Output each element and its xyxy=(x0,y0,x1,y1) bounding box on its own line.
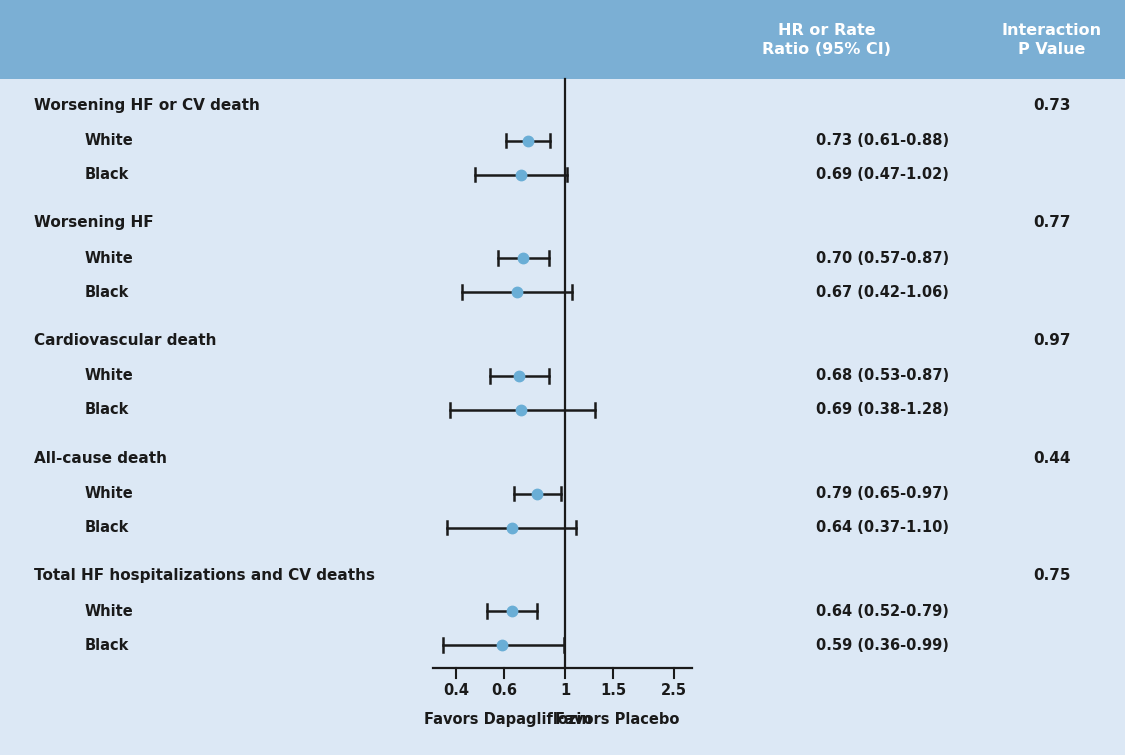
Text: 0.79 (0.65-0.97): 0.79 (0.65-0.97) xyxy=(816,486,948,501)
Text: Black: Black xyxy=(84,638,128,652)
Text: 0.6: 0.6 xyxy=(492,683,518,698)
Text: HR or Rate
Ratio (95% CI): HR or Rate Ratio (95% CI) xyxy=(763,23,891,57)
Text: 1: 1 xyxy=(560,683,570,698)
Text: Cardiovascular death: Cardiovascular death xyxy=(34,333,216,348)
Text: White: White xyxy=(84,368,133,384)
Text: White: White xyxy=(84,251,133,266)
Text: 0.64 (0.52-0.79): 0.64 (0.52-0.79) xyxy=(816,603,948,618)
Text: 0.64 (0.37-1.10): 0.64 (0.37-1.10) xyxy=(816,520,948,535)
Text: Black: Black xyxy=(84,167,128,182)
FancyBboxPatch shape xyxy=(0,0,1125,79)
Text: White: White xyxy=(84,603,133,618)
Text: 0.73: 0.73 xyxy=(1033,97,1071,112)
Text: 0.4: 0.4 xyxy=(443,683,469,698)
Text: Worsening HF or CV death: Worsening HF or CV death xyxy=(34,97,260,112)
Text: 0.69 (0.38-1.28): 0.69 (0.38-1.28) xyxy=(816,402,948,418)
Text: Favors Dapagliflozin: Favors Dapagliflozin xyxy=(424,712,592,727)
Text: 0.68 (0.53-0.87): 0.68 (0.53-0.87) xyxy=(816,368,948,384)
Text: Black: Black xyxy=(84,520,128,535)
Text: Total HF hospitalizations and CV deaths: Total HF hospitalizations and CV deaths xyxy=(34,569,375,583)
Text: 1.5: 1.5 xyxy=(601,683,627,698)
Text: 0.97: 0.97 xyxy=(1033,333,1071,348)
Text: Black: Black xyxy=(84,402,128,418)
Text: Interaction
P Value: Interaction P Value xyxy=(1002,23,1102,57)
Text: 0.69 (0.47-1.02): 0.69 (0.47-1.02) xyxy=(816,167,948,182)
Text: 0.59 (0.36-0.99): 0.59 (0.36-0.99) xyxy=(816,638,948,652)
Text: Black: Black xyxy=(84,285,128,300)
Text: White: White xyxy=(84,486,133,501)
Text: 2.5: 2.5 xyxy=(662,683,687,698)
Text: 0.73 (0.61-0.88): 0.73 (0.61-0.88) xyxy=(816,133,948,148)
Text: 0.67 (0.42-1.06): 0.67 (0.42-1.06) xyxy=(816,285,948,300)
Text: Worsening HF: Worsening HF xyxy=(34,215,153,230)
Text: White: White xyxy=(84,133,133,148)
Text: 0.44: 0.44 xyxy=(1033,451,1071,466)
Text: Favors Placebo: Favors Placebo xyxy=(555,712,680,727)
Text: 0.70 (0.57-0.87): 0.70 (0.57-0.87) xyxy=(816,251,948,266)
Text: All-cause death: All-cause death xyxy=(34,451,166,466)
Text: 0.77: 0.77 xyxy=(1033,215,1071,230)
Text: 0.75: 0.75 xyxy=(1033,569,1071,583)
